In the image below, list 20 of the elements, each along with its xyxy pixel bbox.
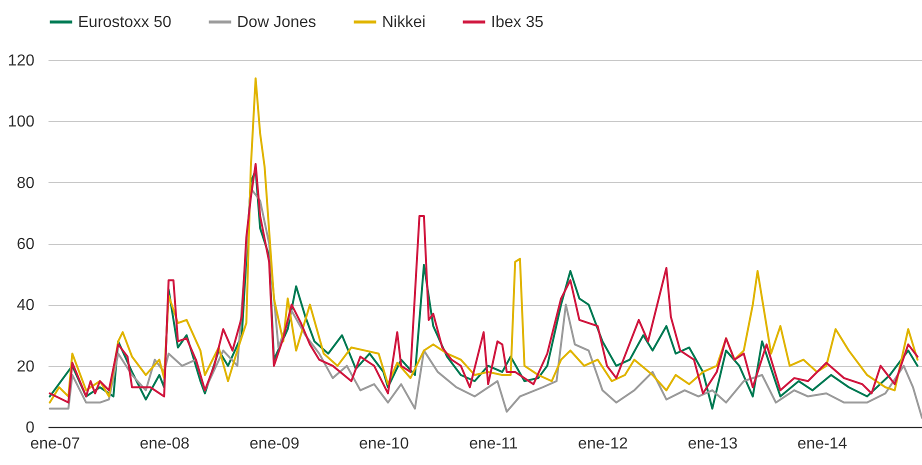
x-tick-label: ene-10 [359,436,409,452]
y-tick-label: 0 [26,420,35,436]
y-tick-label: 20 [16,358,35,376]
legend-label: Dow Jones [237,14,316,31]
x-tick-label: ene-08 [140,436,190,452]
x-tick-label: ene-11 [469,436,518,452]
x-tick-label: ene-13 [688,436,738,452]
y-tick-label: 60 [16,236,35,253]
legend-label: Nikkei [382,14,426,31]
legend-label: Ibex 35 [491,14,544,31]
legend-label: Eurostoxx 50 [78,14,172,31]
y-tick-label: 120 [8,52,35,70]
x-tick-label: ene-14 [797,436,848,452]
y-tick-label: 40 [16,297,35,314]
line-series [48,77,918,404]
y-tick-label: 80 [16,174,35,192]
x-tick-label: ene-12 [578,436,628,452]
x-tick-label: ene-07 [30,436,80,452]
y-tick-label: 100 [8,114,35,131]
x-tick-label: ene-09 [250,436,300,452]
